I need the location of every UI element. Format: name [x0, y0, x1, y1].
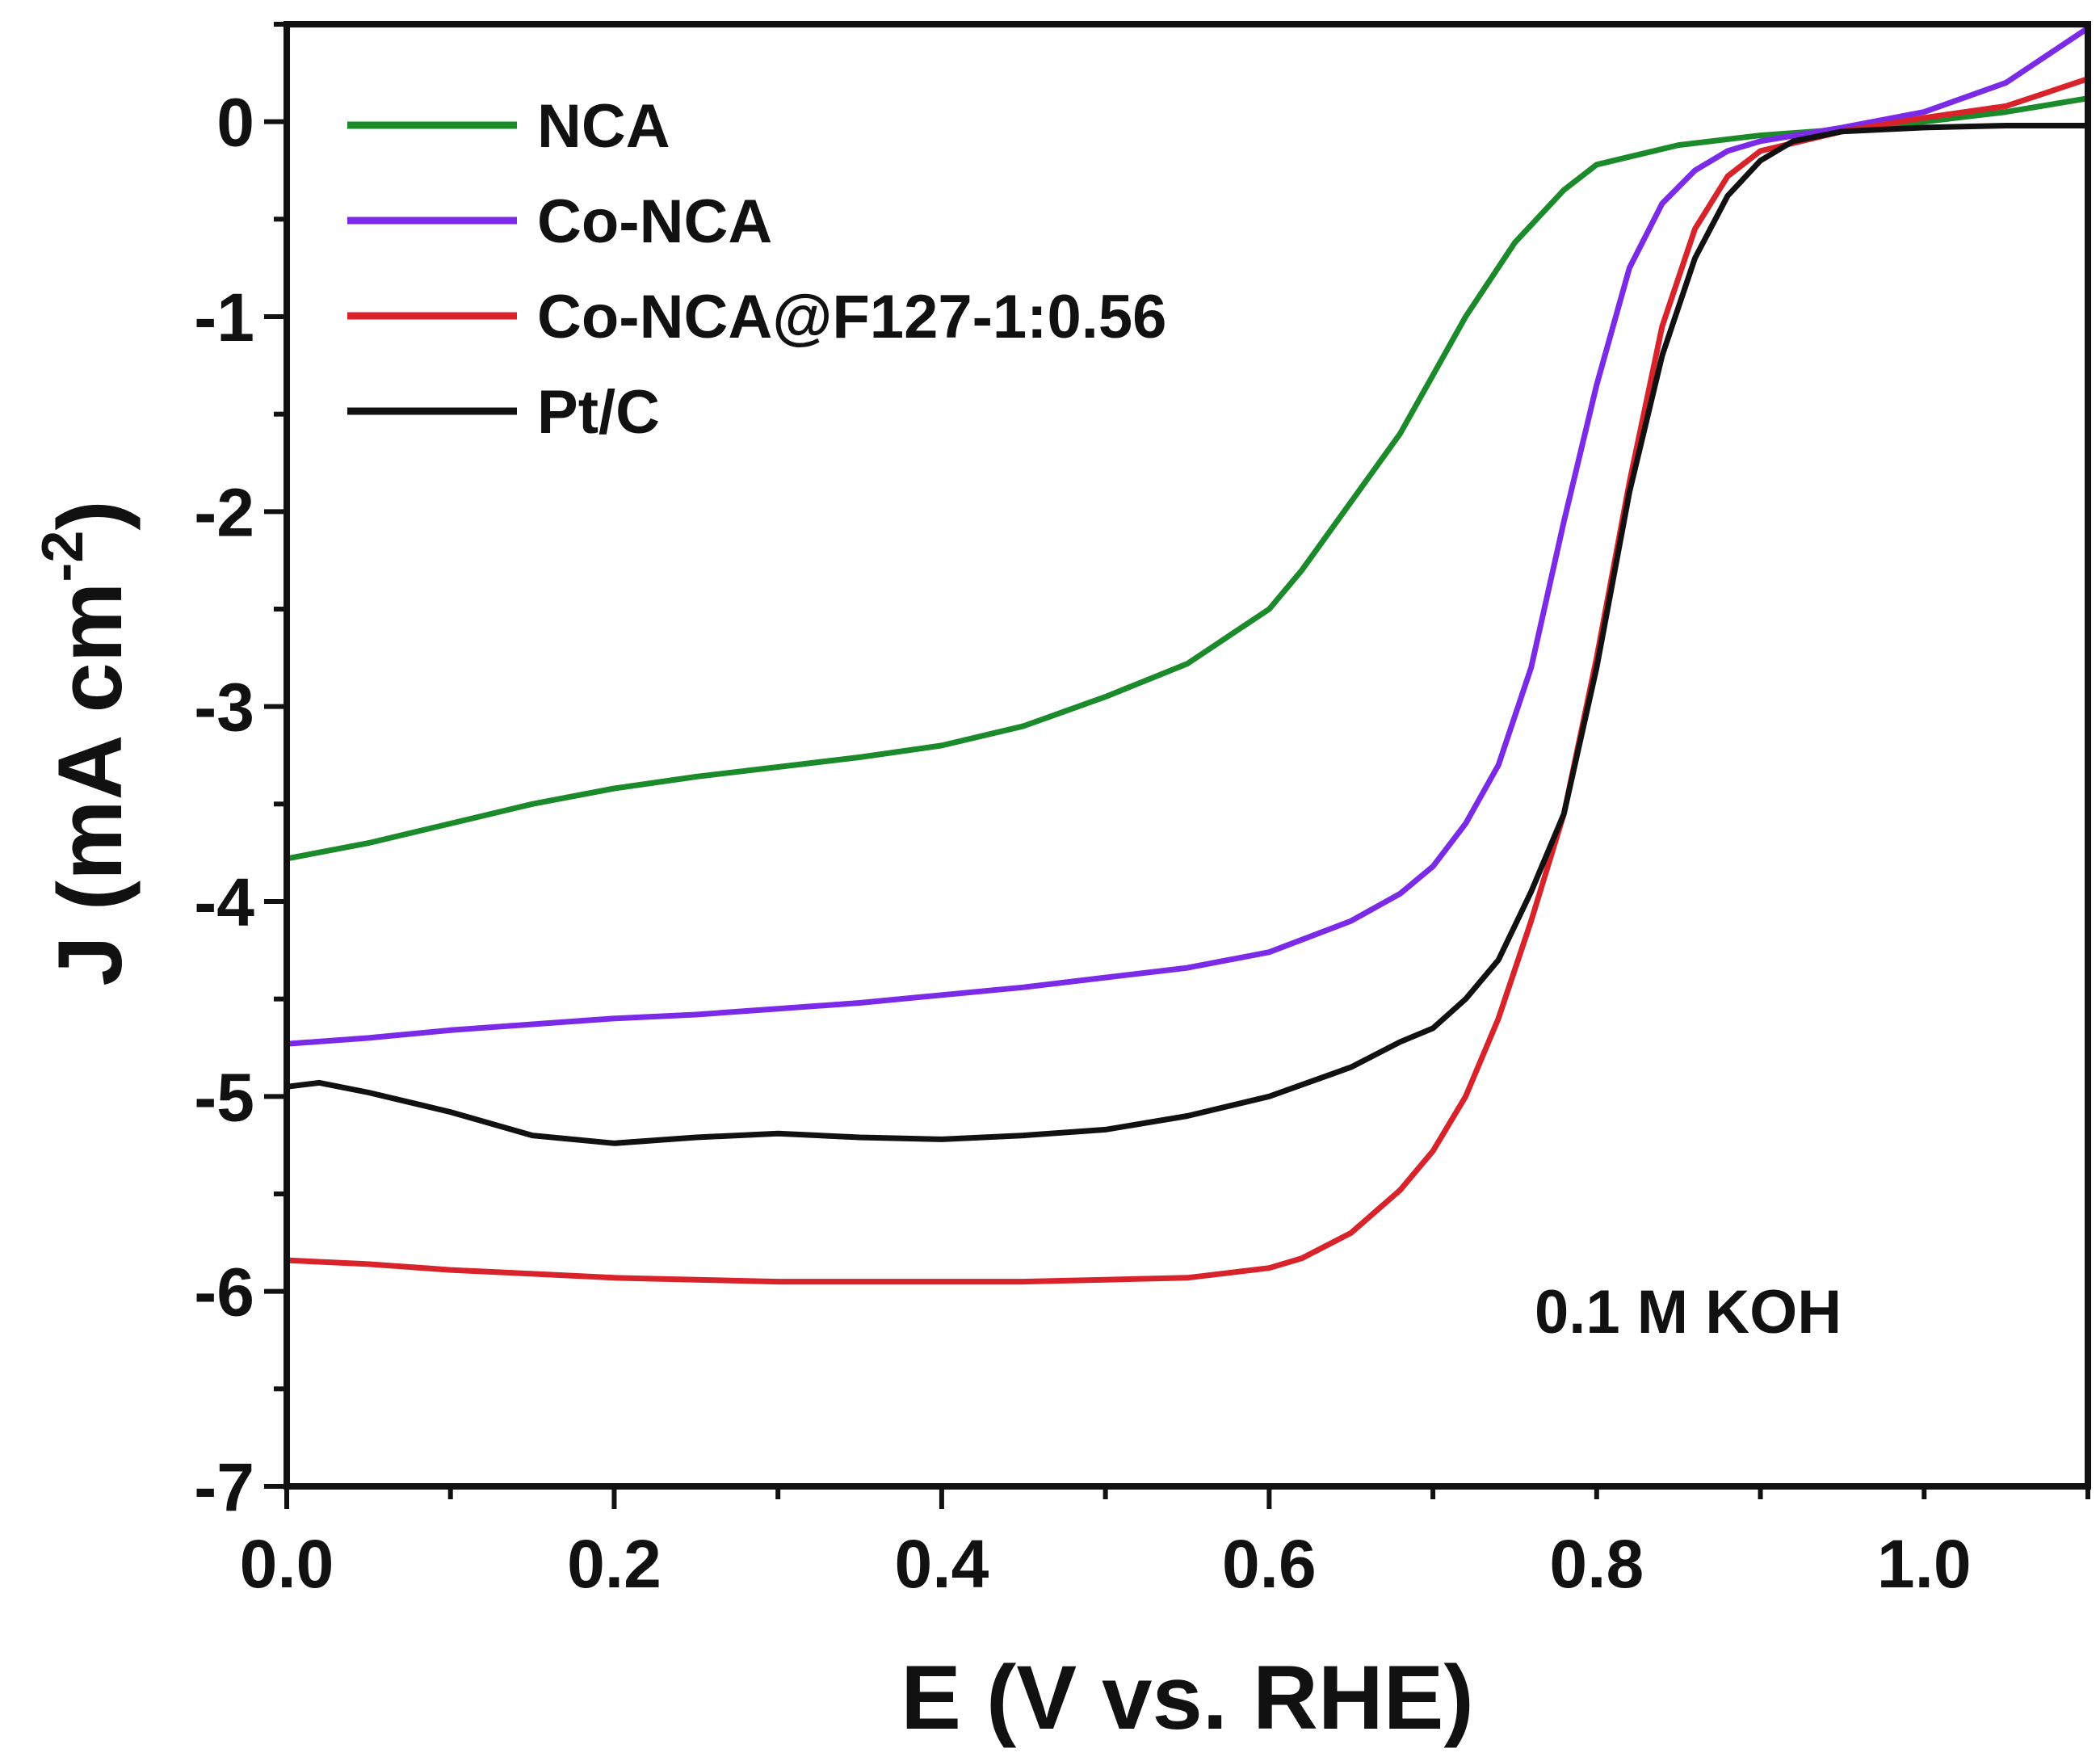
series-line-pt-c	[284, 123, 2091, 1146]
y-tick-label: -4	[194, 864, 254, 940]
series-line-co-nca	[284, 25, 2091, 1047]
x-tick-label: 0.4	[895, 1526, 989, 1602]
x-tick-label: 0.8	[1549, 1526, 1644, 1602]
electrolyte-annotation: 0.1 M KOH	[1535, 1278, 1842, 1347]
axis-ticks	[264, 22, 2090, 1509]
legend: NCA Co-NCA Co-NCA@F127-1:0.56 Pt/C	[347, 92, 1166, 447]
y-tick-label: 0	[216, 85, 254, 161]
tick-labels: 0.0 0.2 0.4 0.6 0.8 1.0 0 -1 -2 -3 -4 -5 -6 -7	[194, 85, 1971, 1602]
y-tick-label: -7	[194, 1449, 254, 1525]
y-tick-label: -2	[194, 474, 254, 550]
y-tick-label: -5	[194, 1059, 254, 1135]
y-tick-label: -6	[194, 1255, 254, 1330]
y-axis-title-superscript: -2	[31, 531, 95, 582]
y-tick-label: -1	[194, 279, 254, 355]
y-tick-label: -3	[194, 670, 254, 746]
x-tick-label: 0.0	[240, 1526, 334, 1602]
x-tick-label: 0.6	[1222, 1526, 1317, 1602]
legend-label-pt-c: Pt/C	[537, 378, 660, 447]
series-line-co-nca-f127-1-0-56	[284, 76, 2091, 1285]
y-axis-title: J (mA cm-2)	[31, 500, 141, 986]
plot-frame	[284, 21, 2091, 1490]
legend-label-co-nca-f127-1-0-56: Co-NCA@F127-1:0.56	[537, 283, 1166, 351]
x-tick-label: 0.2	[567, 1526, 662, 1602]
y-axis-title-main: J (mA cm	[40, 582, 141, 986]
series-layer	[284, 25, 2091, 1285]
legend-label-co-nca: Co-NCA	[537, 187, 772, 256]
x-tick-label: 1.0	[1877, 1526, 1972, 1602]
series-line-nca	[284, 95, 2091, 862]
x-axis-title: E (V vs. RHE)	[901, 1647, 1474, 1748]
plot-border	[284, 21, 2091, 1490]
legend-label-nca: NCA	[537, 92, 670, 161]
y-axis-title-close: )	[40, 500, 141, 530]
